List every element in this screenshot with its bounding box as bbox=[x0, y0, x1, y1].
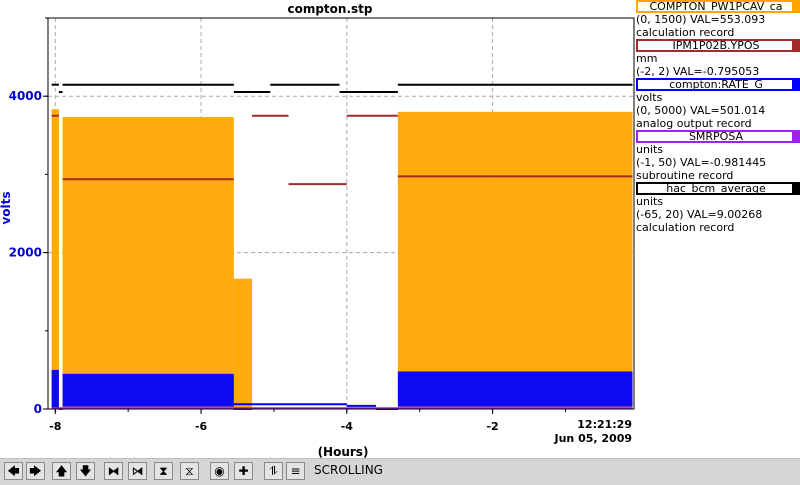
series-0-band-0 bbox=[51, 109, 59, 409]
series-0 bbox=[51, 109, 633, 409]
series-0-band-1 bbox=[62, 117, 234, 409]
end-time-label: 12:21:29 bbox=[577, 418, 632, 431]
legend-entry[interactable]: hac_bcm_average units (-65, 20) VAL=9.0026… bbox=[636, 182, 800, 234]
y-axis: 0 2000 4000 bbox=[9, 17, 48, 416]
chart-title: compton.stp bbox=[287, 2, 372, 16]
pan-down-button[interactable]: 🡇 bbox=[76, 462, 95, 480]
zoom-out-y-icon: ⧖ bbox=[185, 464, 194, 478]
series-4 bbox=[51, 83, 633, 94]
legend-range: (-65, 20) VAL=9.00268 bbox=[636, 208, 763, 221]
strip-chart[interactable]: compton.stp 0 2000 4000 -8 -6 -4 -2 volts (Ho… bbox=[0, 0, 636, 458]
pan-up-button[interactable]: 🡅 bbox=[52, 462, 71, 480]
legend-entry[interactable]: IPM1P02B.YPOS mm (-2, 2) VAL=-0.795053 bbox=[636, 39, 800, 78]
zoom-out-y-button[interactable]: ⧖ bbox=[180, 462, 199, 480]
series-2-band-5 bbox=[397, 371, 633, 407]
zoom-in-y-button[interactable]: ⧗ bbox=[154, 462, 173, 480]
legend-units: units bbox=[636, 195, 664, 208]
legend-name: COMPTON_PW1PCAV_ca bbox=[636, 0, 800, 13]
mode-label: SCROLLING bbox=[314, 463, 383, 477]
plot-frame bbox=[47, 17, 635, 410]
series-group bbox=[51, 83, 633, 410]
legend-button[interactable]: ≡ bbox=[286, 462, 305, 480]
auto-scale-button[interactable]: ◉ bbox=[210, 462, 229, 480]
zoom-out-x-button[interactable]: ⧒ bbox=[128, 462, 147, 480]
legend-name: SMRPOSA bbox=[636, 130, 800, 143]
legend-units: volts bbox=[636, 91, 663, 104]
x-tick-label-3: -2 bbox=[486, 420, 498, 433]
legend-entry[interactable]: compton:RATE_G volts (0, 5000) VAL=501.014… bbox=[636, 78, 800, 130]
legend-name: hac_bcm_average bbox=[636, 182, 800, 195]
legend-record: calculation record bbox=[636, 26, 735, 39]
x-tick-label-0: -8 bbox=[49, 420, 61, 433]
y-axis-label: volts bbox=[0, 191, 13, 224]
y-tick-label-0: 0 bbox=[34, 402, 42, 416]
series-0-band-3 bbox=[397, 111, 633, 409]
series-2 bbox=[51, 369, 633, 410]
x-tick-label-1: -6 bbox=[195, 420, 208, 433]
x-axis: -8 -6 -4 -2 bbox=[49, 409, 566, 433]
legend-entry[interactable]: COMPTON_PW1PCAV_ca (0, 1500) VAL=553.093 c… bbox=[636, 0, 800, 39]
pan-right-button[interactable]: 🡆 bbox=[26, 462, 45, 480]
legend-units: mm bbox=[636, 52, 658, 65]
pan-down-icon: 🡇 bbox=[79, 464, 92, 478]
series-1 bbox=[51, 114, 633, 410]
legend-name: IPM1P02B.YPOS bbox=[636, 39, 800, 52]
x-axis-label: (Hours) bbox=[318, 445, 369, 458]
legend-name: compton:RATE_G bbox=[636, 78, 800, 91]
pan-left-button[interactable]: 🡄 bbox=[4, 462, 23, 480]
reset-button[interactable]: ✚ bbox=[234, 462, 253, 480]
zoom-out-x-icon: ⧒ bbox=[131, 464, 144, 478]
zoom-in-x-icon: ⧓ bbox=[107, 464, 120, 478]
auto-scale-icon: ◉ bbox=[214, 464, 225, 478]
legend-range: (0, 1500) VAL=553.093 bbox=[636, 13, 766, 26]
legend-entry[interactable]: SMRPOSA units (-1, 50) VAL=-0.981445 subrou… bbox=[636, 130, 800, 182]
pan-right-icon: 🡆 bbox=[29, 464, 42, 478]
pan-left-icon: 🡄 bbox=[7, 464, 20, 478]
legend-icon: ≡ bbox=[290, 464, 301, 478]
pan-up-icon: 🡅 bbox=[55, 464, 68, 478]
legend: COMPTON_PW1PCAV_ca (0, 1500) VAL=553.093 c… bbox=[636, 0, 800, 234]
series-2-band-1 bbox=[62, 373, 234, 407]
y-tick-label-1: 2000 bbox=[9, 246, 42, 260]
zoom-in-y-icon: ⧗ bbox=[159, 464, 168, 478]
legend-range: (-1, 50) VAL=-0.981445 bbox=[636, 156, 767, 169]
scroll-mode-button[interactable]: ⥮ bbox=[264, 462, 283, 480]
x-tick-label-2: -4 bbox=[341, 420, 354, 433]
legend-record: subroutine record bbox=[636, 169, 734, 182]
y-tick-label-2: 4000 bbox=[9, 89, 42, 103]
legend-record: analog output record bbox=[636, 117, 752, 130]
reset-icon: ✚ bbox=[238, 464, 249, 478]
series-2-band-0 bbox=[51, 369, 59, 409]
legend-range: (-2, 2) VAL=-0.795053 bbox=[636, 65, 760, 78]
zoom-in-x-button[interactable]: ⧓ bbox=[104, 462, 123, 480]
end-date-label: Jun 05, 2009 bbox=[553, 432, 632, 445]
series-0-band-2 bbox=[233, 278, 253, 409]
scroll-mode-icon: ⥮ bbox=[269, 464, 278, 478]
legend-range: (0, 5000) VAL=501.014 bbox=[636, 104, 766, 117]
toolbar: 🡄 🡆 🡅 🡇 ⧓ ⧒ ⧗ ⧖ ◉ ✚ ⥮ ≡ SCROLLING bbox=[0, 458, 800, 485]
legend-record: calculation record bbox=[636, 221, 735, 234]
legend-units: units bbox=[636, 143, 664, 156]
